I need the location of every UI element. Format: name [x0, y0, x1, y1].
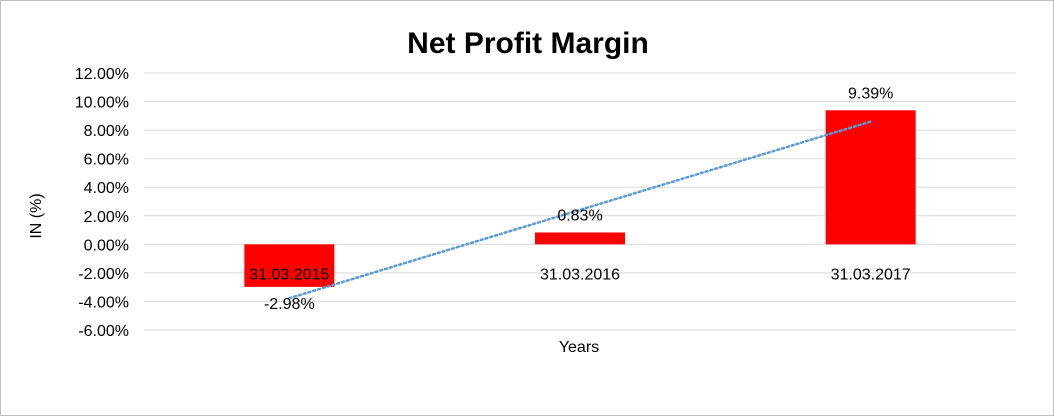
y-tick-label: -4.00% [78, 294, 129, 311]
y-tick-label: 0.00% [84, 237, 129, 254]
y-axis-label: IN (%) [28, 193, 45, 238]
bar [825, 110, 916, 245]
y-tick-label: 6.00% [84, 152, 129, 169]
y-tick-label: 2.00% [84, 209, 129, 226]
y-tick-label: 12.00% [75, 66, 129, 83]
trendline-group [288, 120, 872, 300]
data-label: -2.98% [264, 296, 315, 313]
bar [244, 244, 335, 287]
category-label: 31.03.2015 [249, 266, 329, 283]
y-tick-labels: 12.00% 10.00% 8.00% 6.00% 4.00% 2.00% 0.00% -2.… [75, 66, 129, 340]
category-label: 31.03.2016 [540, 266, 620, 283]
y-tick-label: 10.00% [75, 95, 129, 112]
category-label: 31.03.2017 [831, 266, 911, 283]
data-label: 9.39% [848, 85, 893, 102]
trendline [288, 120, 872, 300]
y-tick-label: 8.00% [84, 123, 129, 140]
category-labels: 31.03.2015 31.03.2016 31.03.2017 [249, 266, 911, 283]
bars [244, 110, 916, 287]
y-tick-label: 4.00% [84, 180, 129, 197]
x-axis-label: Years [559, 339, 599, 356]
y-tick-label: -2.00% [78, 266, 129, 283]
bar [535, 232, 625, 245]
chart-title: Net Profit Margin [407, 27, 649, 60]
y-tick-label: -6.00% [78, 323, 129, 340]
data-labels: -2.98% 0.83% 9.39% [264, 85, 893, 313]
data-label: 0.83% [557, 207, 602, 224]
